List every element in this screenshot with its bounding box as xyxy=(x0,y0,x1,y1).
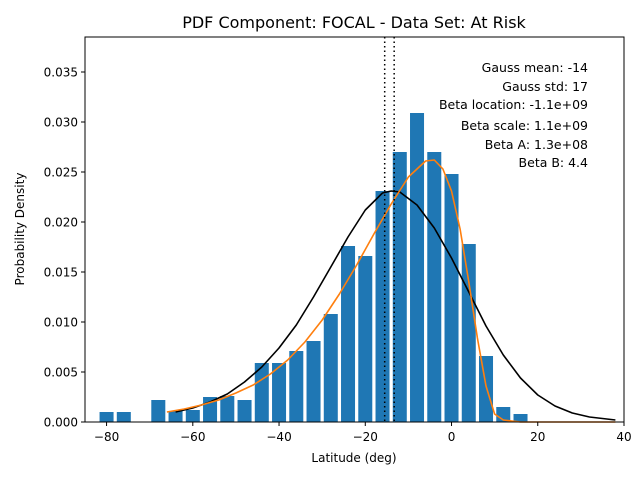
histogram-bar xyxy=(237,400,252,422)
histogram-bar xyxy=(220,396,235,422)
y-tick-label: 0.005 xyxy=(44,366,78,380)
histogram-bar xyxy=(427,152,442,422)
y-tick-label: 0.000 xyxy=(44,416,78,430)
x-tick-label: −60 xyxy=(180,430,205,444)
histogram-bar xyxy=(410,113,425,422)
lines-layer xyxy=(166,159,616,423)
vlines-layer xyxy=(383,37,395,422)
y-tick-label: 0.030 xyxy=(44,116,78,130)
histogram-bar xyxy=(513,414,528,422)
y-tick-label: 0.010 xyxy=(44,316,78,330)
chart-title: PDF Component: FOCAL - Data Set: At Risk xyxy=(182,13,526,32)
histogram-bar xyxy=(168,411,183,422)
histogram-bar xyxy=(358,256,373,422)
y-axis-ticks: 0.000 0.005 0.010 0.015 0.020 0.025 0.030 0.035 xyxy=(44,66,85,430)
annotation-beta-a: Beta A: 1.3e+08 xyxy=(485,137,588,152)
annotation-gauss-mean: Gauss mean: -14 xyxy=(482,60,588,75)
y-tick-label: 0.015 xyxy=(44,266,78,280)
histogram-bar xyxy=(375,191,390,422)
histogram-bar xyxy=(289,351,304,422)
annotation-beta-scale: Beta scale: 1.1e+09 xyxy=(461,118,588,133)
gauss-fit-line xyxy=(175,190,616,421)
histogram-bar xyxy=(185,410,200,422)
annotation-beta-location: Beta location: -1.1e+09 xyxy=(439,97,588,112)
x-tick-label: 40 xyxy=(616,430,631,444)
histogram-bar xyxy=(99,412,114,422)
histogram-bar xyxy=(461,244,476,422)
parameter-annotations: Gauss mean: -14 Gauss std: 17 Beta locat… xyxy=(439,60,588,170)
bars-layer xyxy=(99,113,528,422)
histogram-bar xyxy=(341,246,356,422)
histogram-bar xyxy=(392,152,407,422)
annotation-gauss-std: Gauss std: 17 xyxy=(502,79,588,94)
x-axis-ticks: −80 −60 −40 −20 0 20 40 xyxy=(94,422,632,444)
x-tick-label: 20 xyxy=(530,430,545,444)
histogram-bar xyxy=(151,400,166,422)
histogram-bar xyxy=(444,174,459,422)
x-tick-label: 0 xyxy=(448,430,456,444)
plot-frame xyxy=(84,36,625,423)
y-axis-label: Probability Density xyxy=(13,173,27,286)
x-tick-label: −40 xyxy=(266,430,291,444)
y-tick-label: 0.020 xyxy=(44,216,78,230)
histogram-bar xyxy=(306,341,321,422)
y-tick-label: 0.025 xyxy=(44,166,78,180)
histogram-bar xyxy=(479,356,494,422)
histogram-bar xyxy=(272,363,287,422)
histogram-bar xyxy=(323,314,338,422)
x-axis-label: Latitude (deg) xyxy=(311,451,396,465)
x-tick-label: −80 xyxy=(94,430,119,444)
histogram-bar xyxy=(116,412,131,422)
annotation-beta-b: Beta B: 4.4 xyxy=(519,155,588,170)
x-tick-label: −20 xyxy=(353,430,378,444)
beta-fit-line xyxy=(166,159,616,423)
y-tick-label: 0.035 xyxy=(44,66,78,80)
